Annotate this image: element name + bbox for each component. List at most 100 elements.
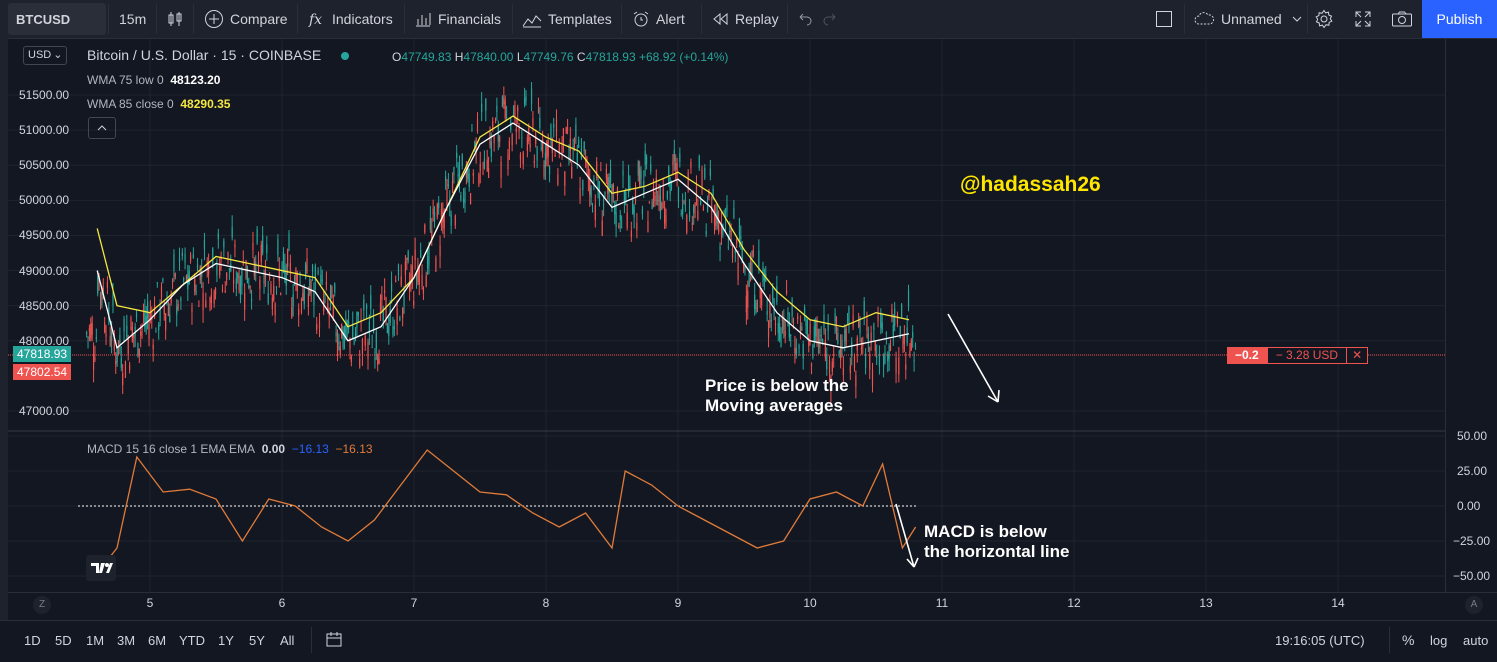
candle-body xyxy=(126,325,128,338)
compare-button[interactable]: Compare xyxy=(204,0,288,38)
chart-canvas[interactable] xyxy=(8,39,1445,592)
financials-button[interactable]: Financials xyxy=(414,0,501,38)
candle-body xyxy=(350,356,352,363)
fullscreen-layout-button[interactable] xyxy=(1155,0,1179,38)
candle-body xyxy=(733,207,735,219)
camera-icon xyxy=(1392,11,1412,27)
clock[interactable]: 19:16:05 (UTC) xyxy=(1275,632,1365,648)
range-button-3m[interactable]: 3M xyxy=(117,632,136,648)
interval-button[interactable]: 15m xyxy=(119,11,147,27)
candle-body xyxy=(104,322,106,333)
candle-body xyxy=(399,316,401,321)
wma75-legend[interactable]: WMA 75 low 0 48123.20 xyxy=(87,73,221,87)
candle-body xyxy=(432,208,434,215)
range-button-all[interactable]: All xyxy=(280,632,295,648)
candle-body xyxy=(483,158,486,169)
zoom-z-button[interactable]: Z xyxy=(33,596,51,614)
candle-body xyxy=(780,333,782,347)
publish-button[interactable]: Publish xyxy=(1422,0,1497,38)
chart-type-button[interactable] xyxy=(166,0,190,38)
candle-body xyxy=(636,223,638,231)
candle-body xyxy=(830,375,832,391)
log-toggle[interactable]: log xyxy=(1430,632,1448,648)
candle-body xyxy=(668,166,670,183)
range-button-5d[interactable]: 5D xyxy=(55,632,72,648)
candle-body xyxy=(110,331,113,342)
candle-body xyxy=(443,214,445,229)
candle-body xyxy=(590,187,592,198)
candle-body xyxy=(203,240,206,249)
symbol-search[interactable]: BTCUSD xyxy=(8,3,106,35)
range-button-1y[interactable]: 1Y xyxy=(218,632,234,648)
position-tag[interactable]: −0.2 − 3.28 USD ✕ xyxy=(1227,347,1369,364)
candle-body xyxy=(565,127,567,134)
candle-body xyxy=(608,176,610,193)
range-button-ytd[interactable]: YTD xyxy=(179,632,205,648)
candle-body xyxy=(353,341,355,344)
candle-body xyxy=(521,137,523,139)
currency-selector[interactable]: USD ⌄ xyxy=(23,46,68,65)
range-button-1d[interactable]: 1D xyxy=(24,632,41,648)
candle-body xyxy=(650,164,652,172)
range-button-6m[interactable]: 6M xyxy=(148,632,167,648)
candle-body xyxy=(460,195,462,201)
templates-button[interactable]: Templates xyxy=(522,0,612,38)
candle-body xyxy=(363,299,365,311)
candle-body xyxy=(320,274,322,284)
candle-body xyxy=(253,258,255,276)
candle-body xyxy=(105,333,107,337)
candle-body xyxy=(802,344,804,359)
auto-scale-a-button[interactable]: A xyxy=(1465,596,1483,614)
candle-body xyxy=(145,315,147,324)
macd-legend[interactable]: MACD 15 16 close 1 EMA EMA 0.00 −16.13 −… xyxy=(87,442,373,456)
candle-body xyxy=(630,230,632,238)
replay-button[interactable]: Replay xyxy=(711,0,779,38)
redo-button[interactable] xyxy=(822,0,846,38)
candle-body xyxy=(404,261,407,276)
candle-body xyxy=(375,332,377,349)
collapse-legend-button[interactable] xyxy=(88,117,116,139)
percent-toggle[interactable]: % xyxy=(1402,632,1415,648)
range-button-1m[interactable]: 1M xyxy=(86,632,105,648)
candle-body xyxy=(278,268,280,282)
candle-body xyxy=(323,300,325,312)
candle-body xyxy=(720,223,723,235)
candle-body xyxy=(578,139,580,148)
tradingview-logo[interactable] xyxy=(86,555,116,581)
candle-body xyxy=(256,228,258,243)
range-button-5y[interactable]: 5Y xyxy=(249,632,265,648)
time-axis[interactable] xyxy=(8,592,1497,621)
candle-body xyxy=(666,191,668,199)
candle-body xyxy=(169,314,171,323)
candle-body xyxy=(127,338,129,355)
macd-line xyxy=(96,449,917,574)
candle-body xyxy=(117,341,120,344)
candle-body xyxy=(212,248,214,264)
candle-body xyxy=(856,337,858,351)
candle-body xyxy=(389,309,391,323)
candle-body xyxy=(364,336,366,346)
indicators-button[interactable]: fx Indicators xyxy=(308,11,393,28)
fullscreen-button[interactable] xyxy=(1354,0,1378,38)
date-range-button[interactable] xyxy=(324,621,344,659)
settings-button[interactable] xyxy=(1314,0,1340,38)
bottom-toolbar: 1D 5D 1M 3M 6M YTD 1Y 5Y All 19:16:05 (UTC) % lo… xyxy=(0,620,1497,662)
snapshot-button[interactable] xyxy=(1391,0,1419,38)
candle-body xyxy=(88,328,91,332)
alert-button[interactable]: Alert xyxy=(632,0,685,38)
close-position-button[interactable]: ✕ xyxy=(1347,347,1369,364)
auto-toggle[interactable]: auto xyxy=(1463,632,1489,648)
candle-body xyxy=(198,306,200,308)
candle-body xyxy=(784,330,786,337)
wma85-legend[interactable]: WMA 85 close 0 48290.35 xyxy=(87,97,231,111)
undo-button[interactable] xyxy=(795,0,819,38)
candle-body xyxy=(896,314,899,324)
right-price-axis[interactable] xyxy=(1445,39,1497,592)
candle-body xyxy=(867,333,869,342)
candle-body xyxy=(181,252,183,257)
candle-body xyxy=(645,156,648,164)
layout-menu[interactable]: Unnamed xyxy=(1193,0,1310,38)
candle-body xyxy=(783,319,785,330)
wma75-line xyxy=(96,122,910,349)
candle-body xyxy=(159,306,161,322)
